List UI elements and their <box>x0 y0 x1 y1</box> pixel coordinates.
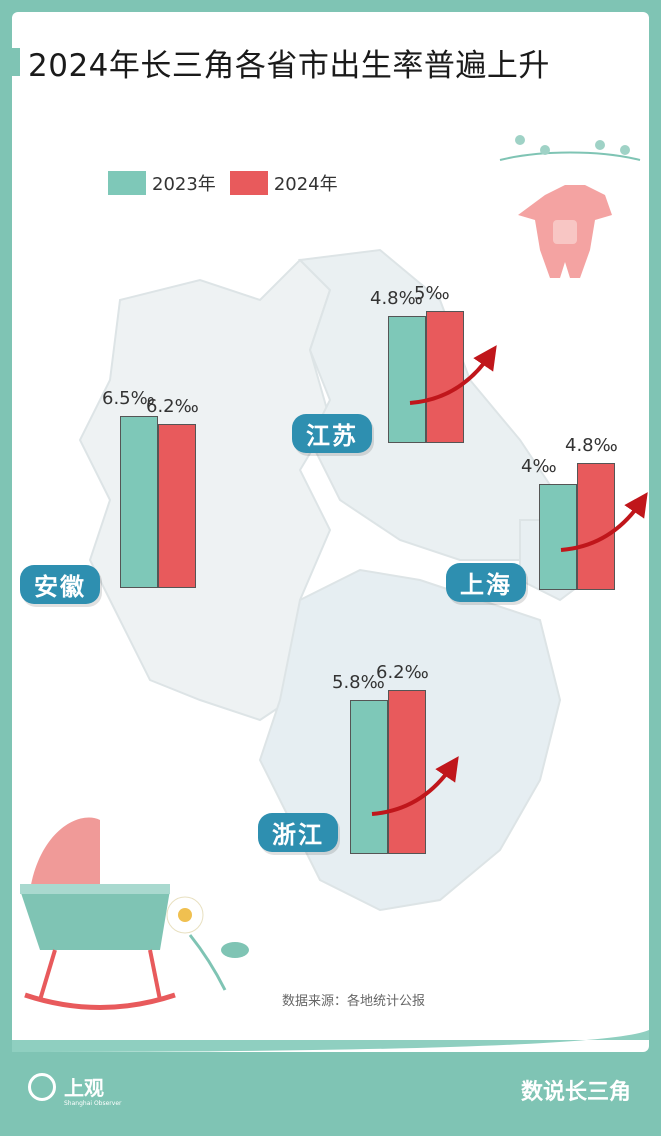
value-label-江苏-2023年: 4.8‰ <box>370 287 423 309</box>
footer-logo: 上观 Shanghai Observer <box>28 1072 121 1107</box>
title-accent-bar <box>12 48 20 76</box>
legend-item-2023: 2023年 <box>108 170 216 196</box>
legend-label-2024: 2024年 <box>273 174 338 195</box>
legend-label-2023: 2023年 <box>152 174 216 195</box>
legend-swatch-2024 <box>229 171 268 195</box>
cradle-illustration <box>20 817 249 1010</box>
footer-wave <box>0 1052 661 1136</box>
value-label-安徽-2023年: 6.5‰ <box>102 387 155 409</box>
chart-legend: 2023年 2024年 <box>108 170 338 196</box>
logo-subtitle: Shanghai Observer <box>64 1100 122 1107</box>
value-label-上海-2023年: 4‰ <box>521 456 557 477</box>
footer-series-title: 数说长三角 <box>520 1079 631 1105</box>
logo-icon <box>28 1072 56 1101</box>
bar-浙江-2024年 <box>388 689 426 854</box>
region-label-上海: 上海 <box>446 563 526 602</box>
logo-text: 上观 <box>64 1076 104 1100</box>
region-label-安徽: 安徽 <box>20 565 100 604</box>
bar-上海-2023年 <box>539 484 577 590</box>
region-label-江苏: 江苏 <box>292 414 372 453</box>
legend-swatch-2023 <box>108 171 146 195</box>
value-label-浙江-2023年: 5.8‰ <box>332 672 385 694</box>
region-label-浙江: 浙江 <box>258 813 338 852</box>
page-title: 2024年长三角各省市出生率普遍上升 <box>28 48 550 84</box>
value-label-安徽-2024年: 6.2‰ <box>146 395 199 417</box>
legend-item-2024: 2024年 <box>229 170 338 196</box>
bar-安徽-2023年 <box>120 415 158 588</box>
bar-安徽-2024年 <box>158 423 196 588</box>
onesie-illustration <box>499 135 641 278</box>
data-source: 数据来源：各地统计公报 <box>282 994 426 1009</box>
bar-上海-2024年 <box>577 462 615 590</box>
value-label-上海-2024年: 4.8‰ <box>565 434 618 456</box>
bar-浙江-2023年 <box>350 700 388 854</box>
value-label-浙江-2024年: 6.2‰ <box>376 661 429 683</box>
bar-江苏-2023年 <box>388 315 426 443</box>
value-label-江苏-2024年: 5‰ <box>414 282 450 304</box>
bar-江苏-2024年 <box>426 310 464 443</box>
